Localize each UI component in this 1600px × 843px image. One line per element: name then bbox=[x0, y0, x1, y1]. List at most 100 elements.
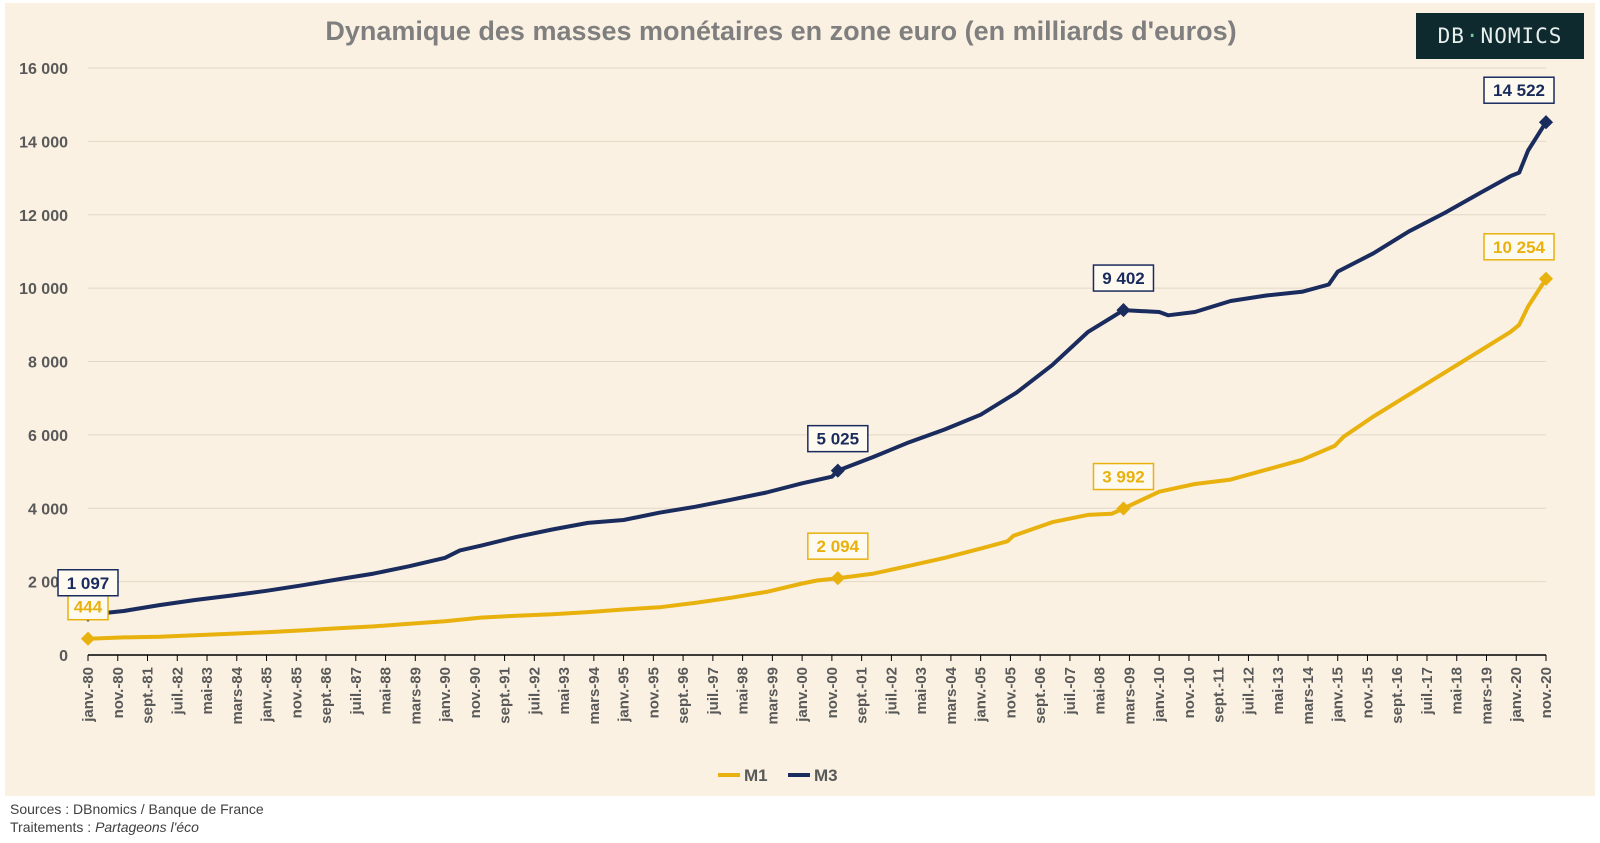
y-tick-label: 16 000 bbox=[19, 61, 68, 78]
x-tick-label: mars-14 bbox=[1300, 666, 1317, 724]
processing-value: Partageons l'éco bbox=[95, 819, 199, 835]
y-tick-label: 0 bbox=[59, 648, 68, 665]
data-label-box-m1 bbox=[807, 532, 869, 560]
series-markers bbox=[80, 115, 1554, 646]
x-tick-label: mars-99 bbox=[764, 667, 781, 725]
x-tick-label: mai-13 bbox=[1270, 667, 1287, 715]
x-tick-label: nov.-05 bbox=[1002, 667, 1019, 718]
x-tick-label: mai-93 bbox=[556, 667, 573, 715]
data-label-m1: 2 094 bbox=[817, 537, 860, 556]
chart: Dynamique des masses monétaires en zone … bbox=[19, 16, 1555, 785]
x-tick-label: janv.-10 bbox=[1151, 667, 1168, 723]
point-marker-m3 bbox=[1538, 115, 1554, 130]
data-label-box-m3 bbox=[807, 424, 869, 453]
x-tick-label: mai-98 bbox=[735, 667, 752, 715]
x-axis: janv.-80 nov.-80 sept.-81 juil.-82 mai-83 mar… bbox=[80, 654, 1555, 725]
x-tick-label: janv.-90 bbox=[437, 667, 454, 723]
logo-left: DB bbox=[1437, 24, 1465, 48]
chart-title: Dynamique des masses monétaires en zone … bbox=[325, 16, 1236, 46]
point-marker-m1 bbox=[80, 631, 96, 646]
x-tick-label: mai-08 bbox=[1092, 667, 1109, 715]
logo-right: NOMICS bbox=[1480, 24, 1563, 48]
x-tick-label: juil.-17 bbox=[1419, 667, 1436, 716]
data-label-box-m1 bbox=[1092, 462, 1155, 491]
y-tick-label: 4 000 bbox=[28, 501, 68, 518]
x-tick-label: sept.-96 bbox=[675, 667, 692, 724]
x-tick-label: juil.-02 bbox=[883, 667, 900, 716]
data-label-box-m3 bbox=[1092, 264, 1155, 292]
data-label-m1: 3 992 bbox=[1102, 468, 1145, 487]
x-tick-label: mai-18 bbox=[1449, 667, 1466, 715]
data-label-m1: 444 bbox=[74, 598, 103, 617]
sources-label: Sources : bbox=[10, 801, 74, 817]
x-tick-label: mai-83 bbox=[199, 667, 216, 715]
data-label-m3: 14 522 bbox=[1493, 81, 1545, 100]
x-tick-label: sept.-91 bbox=[497, 667, 514, 724]
x-tick-label: mars-09 bbox=[1121, 667, 1138, 725]
x-tick-label: janv.-05 bbox=[973, 667, 990, 723]
x-tick-label: nov.-00 bbox=[824, 667, 841, 718]
series-line-m3 bbox=[87, 121, 1548, 617]
data-label-box-m3 bbox=[57, 569, 119, 597]
x-tick-label: janv.-00 bbox=[794, 667, 811, 723]
x-tick-label: juil.-87 bbox=[348, 667, 365, 716]
y-tick-label: 6 000 bbox=[28, 428, 68, 445]
x-tick-label: janv.-20 bbox=[1508, 667, 1525, 723]
legend-label-m3: M3 bbox=[814, 766, 838, 785]
x-tick-label: mars-84 bbox=[229, 666, 246, 724]
x-tick-label: juil.-07 bbox=[1062, 667, 1079, 716]
x-tick-label: janv.-15 bbox=[1330, 667, 1347, 723]
y-tick-label: 10 000 bbox=[19, 281, 68, 298]
x-tick-label: janv.-95 bbox=[616, 667, 633, 723]
x-tick-label: janv.-80 bbox=[80, 667, 97, 723]
x-tick-label: mars-19 bbox=[1478, 667, 1495, 725]
point-marker-m1 bbox=[1538, 271, 1554, 286]
dbnomics-logo: DB · NOMICS bbox=[1416, 13, 1584, 59]
x-tick-label: juil.-82 bbox=[169, 667, 186, 716]
data-label-m3: 1 097 bbox=[67, 574, 110, 593]
sources-value: DBnomics / Banque de France bbox=[73, 801, 264, 817]
y-tick-label: 8 000 bbox=[28, 355, 68, 372]
data-label-box-m3 bbox=[1483, 76, 1555, 104]
x-tick-label: nov.-80 bbox=[110, 667, 127, 718]
x-tick-label: sept.-81 bbox=[140, 667, 157, 724]
x-tick-label: nov.-90 bbox=[467, 667, 484, 718]
x-tick-label: juil.-12 bbox=[1240, 667, 1257, 716]
point-marker-m3 bbox=[830, 463, 845, 478]
processing-label: Traitements : bbox=[10, 819, 96, 835]
x-tick-label: sept.-11 bbox=[1211, 667, 1228, 723]
x-tick-label: sept.-86 bbox=[318, 667, 335, 724]
x-tick-label: sept.-16 bbox=[1389, 667, 1406, 724]
x-tick-label: janv.-85 bbox=[259, 667, 276, 723]
x-tick-label: sept.-01 bbox=[854, 667, 871, 724]
data-labels: 444 2 094 3 992 10 254 1 097 5 025 9 402 14 522 bbox=[57, 76, 1555, 621]
x-tick-label: mars-94 bbox=[586, 666, 603, 724]
legend: M1 M3 bbox=[718, 766, 838, 785]
x-tick-label: mars-89 bbox=[407, 667, 424, 725]
x-tick-label: nov.-10 bbox=[1181, 667, 1198, 718]
logo-dot: · bbox=[1465, 24, 1480, 48]
x-tick-label: mai-88 bbox=[378, 667, 395, 715]
point-marker-m1 bbox=[1116, 501, 1131, 516]
x-tick-label: mars-04 bbox=[943, 666, 960, 724]
x-tick-label: juil.-97 bbox=[705, 667, 722, 716]
y-tick-label: 14 000 bbox=[19, 134, 68, 151]
x-tick-label: nov.-95 bbox=[645, 667, 662, 718]
x-tick-label: sept.-06 bbox=[1032, 667, 1049, 724]
data-label-box-m1 bbox=[1483, 233, 1555, 261]
data-label-m3: 5 025 bbox=[817, 430, 860, 449]
series-lines bbox=[87, 121, 1548, 641]
x-tick-label: juil.-92 bbox=[526, 667, 543, 716]
gridlines bbox=[88, 67, 1546, 583]
data-label-m3: 9 402 bbox=[1102, 269, 1145, 288]
x-tick-label: nov.-15 bbox=[1359, 667, 1376, 718]
legend-label-m1: M1 bbox=[744, 766, 768, 785]
x-tick-label: nov.-85 bbox=[288, 667, 305, 718]
x-tick-label: mai-03 bbox=[913, 667, 930, 715]
footer-sources: Sources : DBnomics / Banque de France Tr… bbox=[10, 800, 264, 836]
point-marker-m1 bbox=[830, 571, 845, 586]
x-tick-label: nov.-20 bbox=[1538, 667, 1555, 718]
y-tick-label: 12 000 bbox=[19, 208, 68, 225]
data-label-m1: 10 254 bbox=[1493, 238, 1546, 257]
point-marker-m3 bbox=[1116, 302, 1131, 318]
